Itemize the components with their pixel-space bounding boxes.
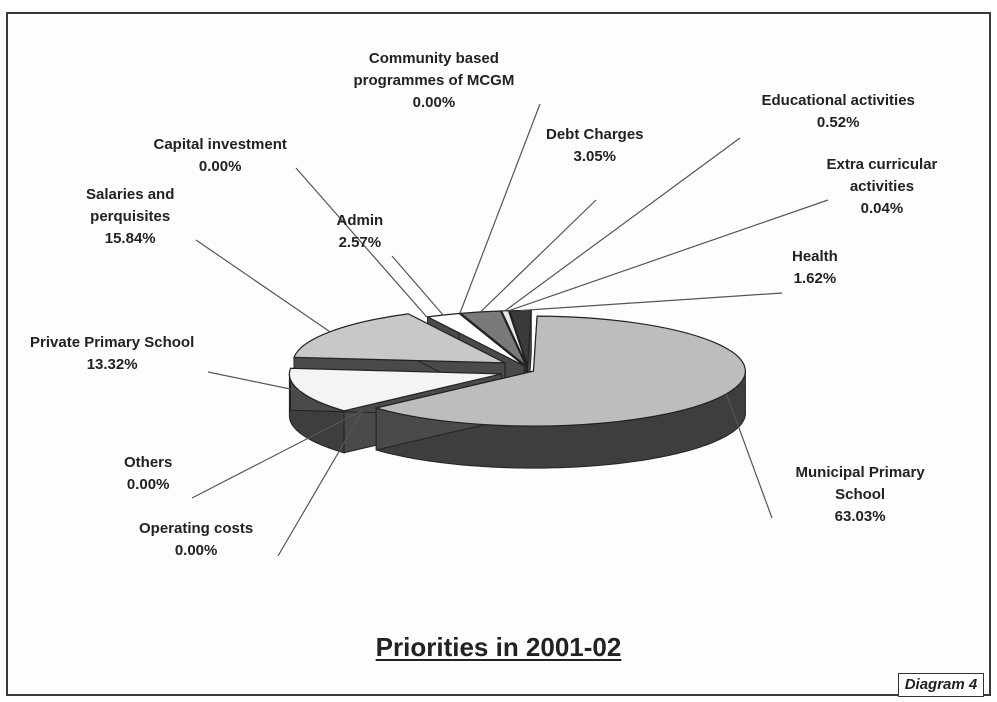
- slice-label: Salaries and perquisites 15.84%: [86, 184, 174, 250]
- leader-line: [195, 239, 331, 333]
- slice-label-value: 0.04%: [860, 200, 904, 217]
- slice-label: Private Primary School 13.32%: [30, 332, 194, 376]
- chart-title: Priorities in 2001-02: [375, 632, 622, 662]
- pie-slice: [288, 367, 502, 412]
- slice-label-value: 1.62%: [793, 270, 837, 287]
- slice-label: Debt Charges 3.05%: [546, 124, 644, 168]
- slice-label: Community based programmes of MCGM 0.00%: [354, 48, 515, 114]
- slice-label-name: Community based programmes of MCGM: [353, 50, 515, 89]
- leader-line: [725, 393, 773, 519]
- slice-label-value: 0.00%: [174, 542, 218, 559]
- leader-line: [508, 199, 829, 312]
- slice-label-name: Municipal Primary School: [795, 464, 925, 503]
- pie-slice: [425, 312, 525, 367]
- slice-label-value: 3.05%: [573, 148, 617, 165]
- slice-label: Capital investment 0.00%: [154, 134, 287, 178]
- slice-label-value: 15.84%: [104, 230, 156, 247]
- slice-label-value: 13.32%: [86, 356, 138, 373]
- slice-label-name: Admin: [336, 212, 384, 229]
- slice-label-value: 0.52%: [816, 114, 860, 131]
- slice-label-name: Health: [792, 248, 838, 265]
- pie-slice: [373, 315, 746, 427]
- leader-line: [277, 409, 364, 557]
- diagram-tag: Diagram 4: [898, 673, 984, 697]
- slice-label: Admin 2.57%: [337, 210, 384, 254]
- slice-label-name: Capital investment: [153, 136, 287, 153]
- slice-label: Operating costs 0.00%: [139, 518, 253, 562]
- slice-label-value: 2.57%: [338, 234, 382, 251]
- slice-label-name: Salaries and perquisites: [86, 186, 175, 225]
- slice-label: Others 0.00%: [124, 452, 172, 496]
- slice-label-value: 0.00%: [198, 158, 242, 175]
- slice-label-name: Educational activities: [761, 92, 915, 109]
- slice-label-value: 63.03%: [834, 508, 886, 525]
- leader-line: [520, 292, 783, 312]
- slice-label: Extra curricular activities 0.04%: [827, 154, 938, 220]
- slice-label-name: Debt Charges: [546, 126, 644, 143]
- leader-line: [191, 409, 364, 499]
- leader-line: [459, 103, 541, 314]
- slice-label: Municipal Primary School 63.03%: [796, 462, 925, 528]
- leader-line: [207, 371, 301, 392]
- slice-label-name: Extra curricular activities: [826, 156, 938, 195]
- pie-slice: [459, 310, 527, 367]
- slice-label: Health 1.62%: [792, 246, 838, 290]
- slice-label-value: 0.00%: [412, 94, 456, 111]
- slice-label-value: 0.00%: [126, 476, 170, 493]
- leader-line: [391, 255, 444, 316]
- leader-line: [295, 167, 428, 318]
- slice-label-name: Others: [124, 454, 173, 471]
- slice-label: Educational activities 0.52%: [762, 90, 915, 134]
- leader-line: [504, 137, 741, 312]
- slice-label-name: Operating costs: [139, 520, 254, 537]
- leader-line: [480, 199, 597, 313]
- slice-label-name: Private Primary School: [30, 334, 195, 351]
